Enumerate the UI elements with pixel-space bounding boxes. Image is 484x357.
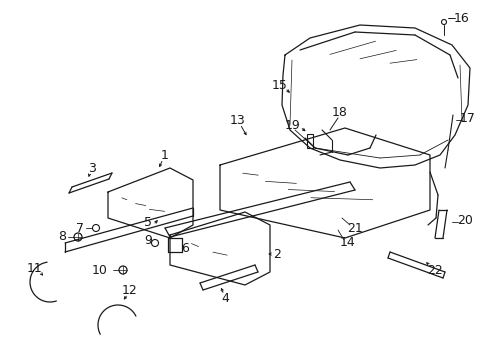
Text: 6: 6 [181,241,189,255]
Text: 5: 5 [144,216,151,228]
Text: 15: 15 [272,79,287,91]
Text: 14: 14 [339,236,355,248]
Text: 22: 22 [426,263,442,277]
Text: 18: 18 [332,106,347,119]
Text: 19: 19 [285,119,300,131]
Text: 20: 20 [456,213,472,226]
Text: 7: 7 [76,221,84,235]
Text: 13: 13 [229,114,245,126]
Text: 10: 10 [92,263,108,277]
Text: 21: 21 [347,221,362,235]
Text: 8: 8 [58,231,66,243]
Text: 12: 12 [122,283,137,297]
Text: 1: 1 [161,149,168,161]
Text: 16: 16 [453,11,469,25]
Text: 17: 17 [459,111,475,125]
Bar [306,134,312,148]
Text: 2: 2 [272,247,280,261]
Text: 11: 11 [27,261,43,275]
Text: 9: 9 [144,233,151,246]
Text: 4: 4 [221,292,228,305]
Text: 3: 3 [88,161,96,175]
